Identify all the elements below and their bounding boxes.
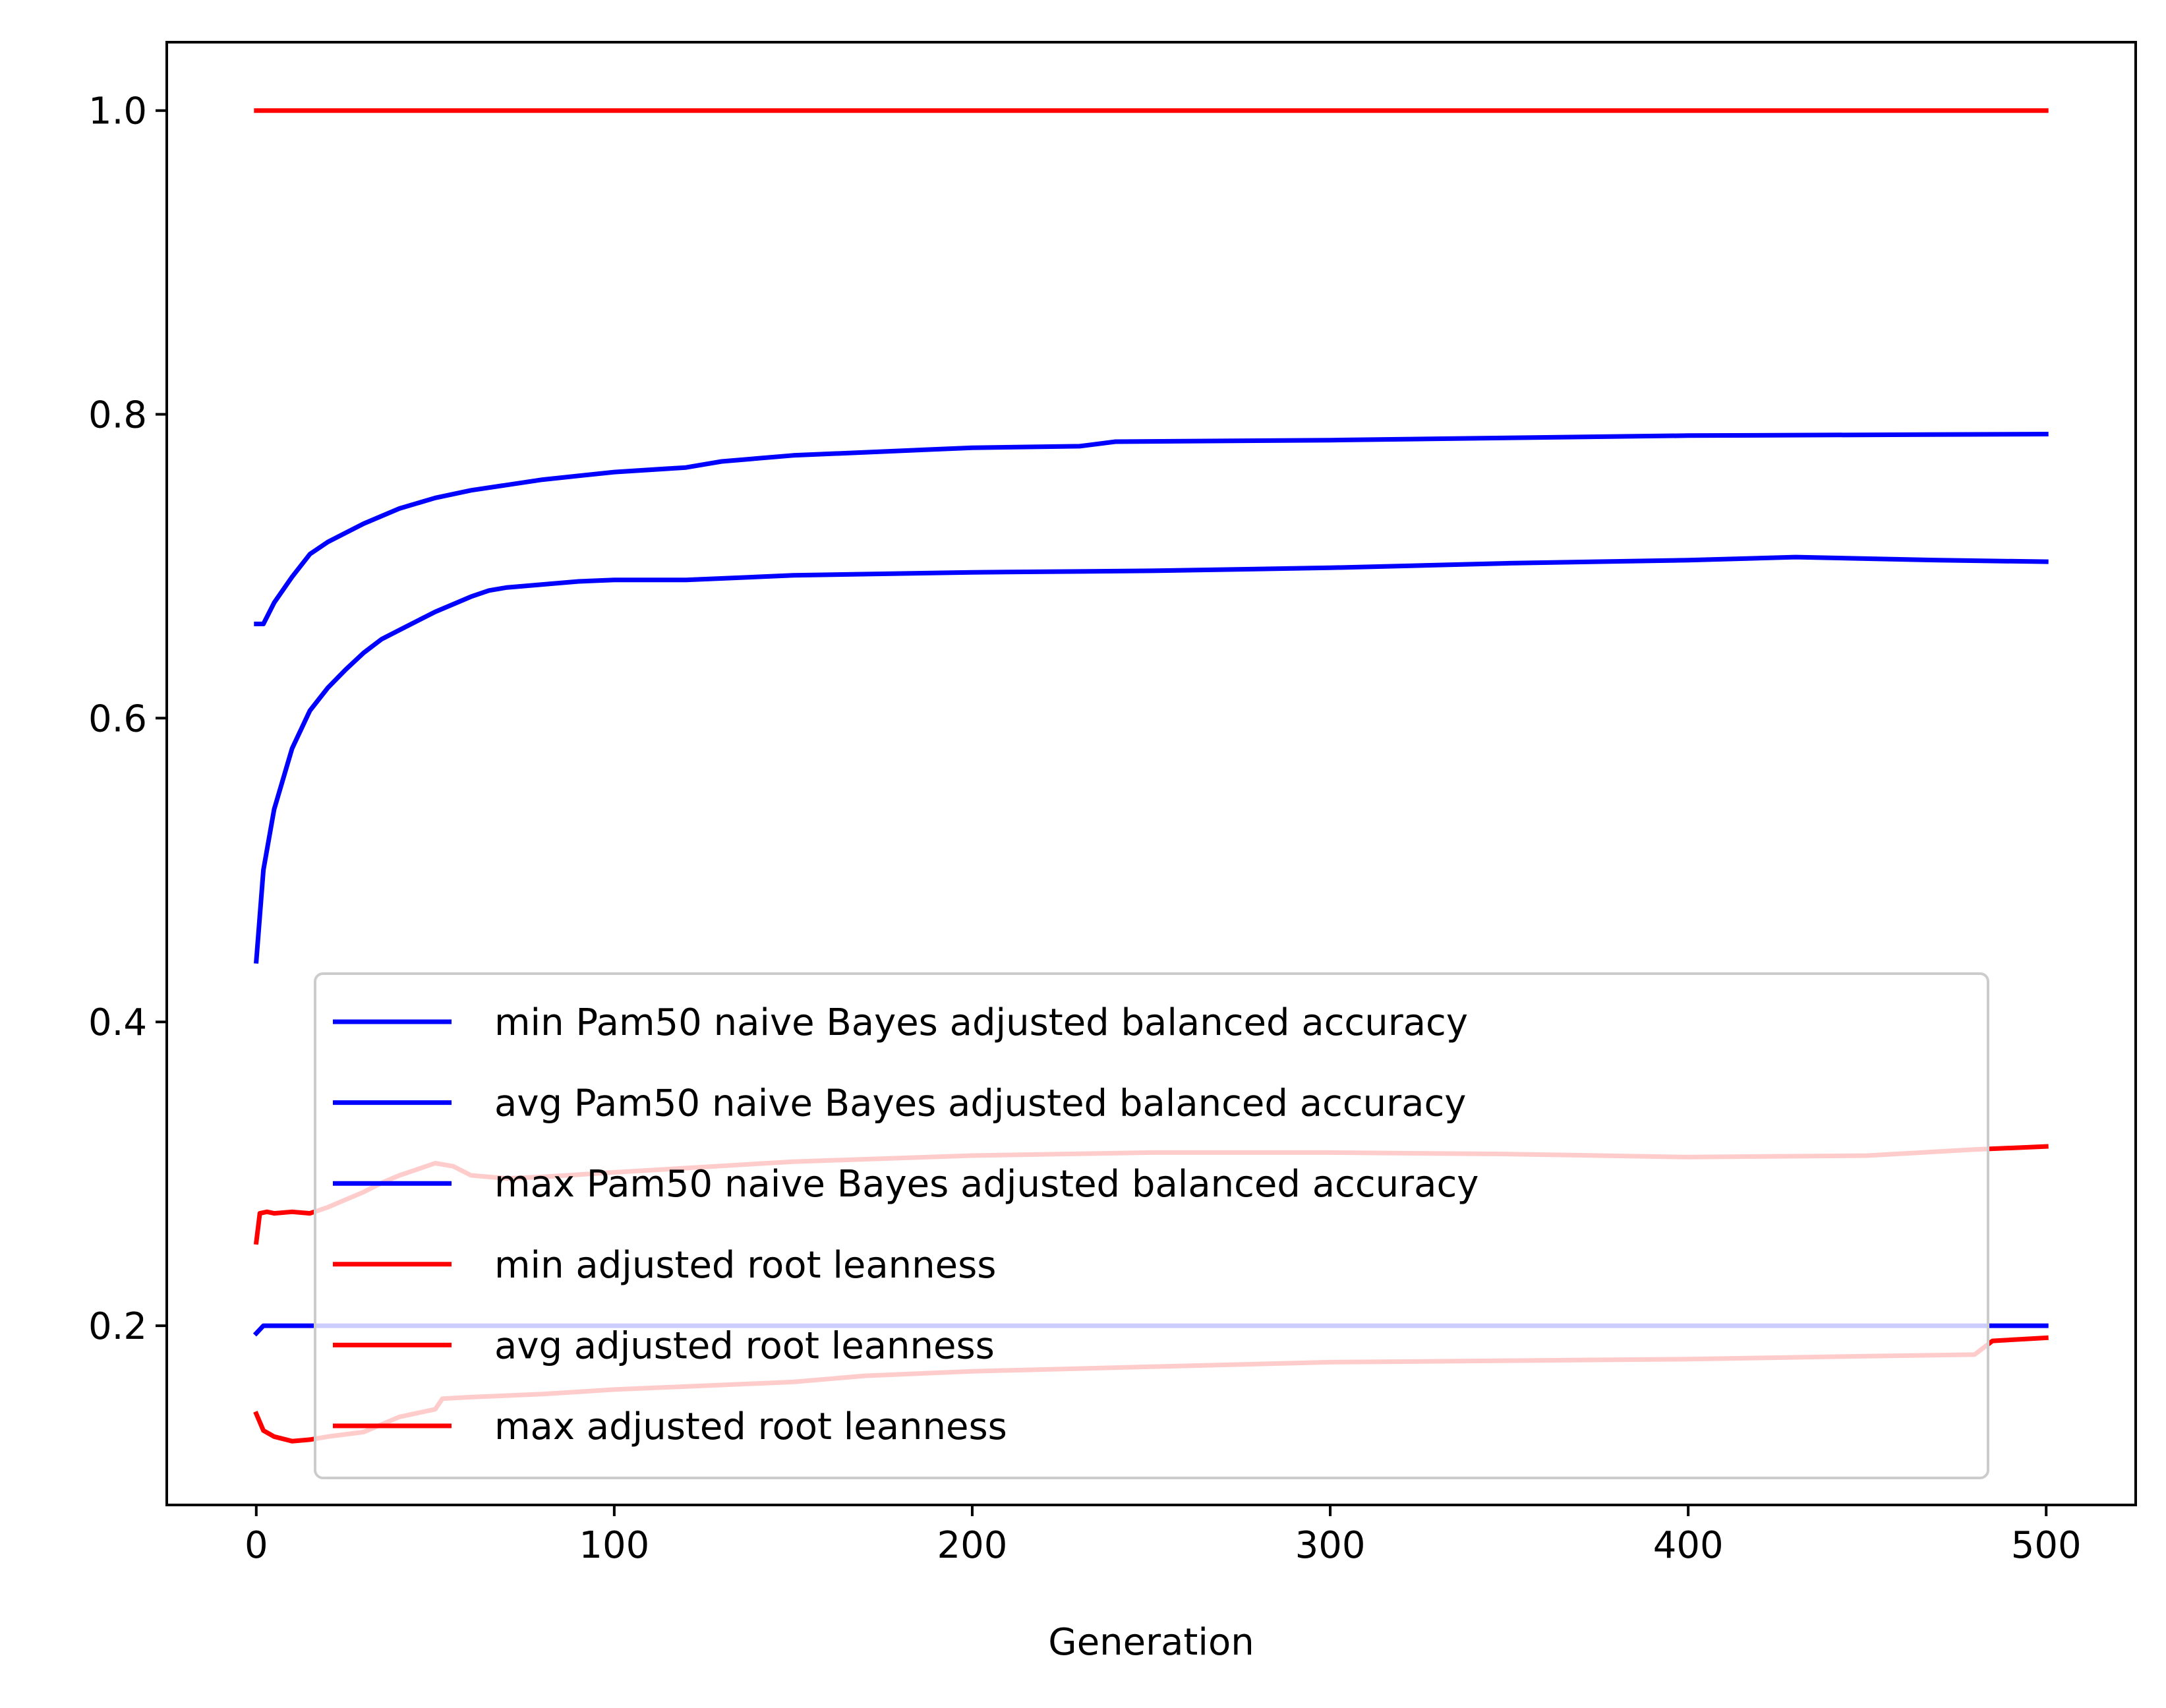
y-tick-label: 0.6 bbox=[88, 697, 147, 740]
legend-label-3: max Pam50 naive Bayes adjusted balanced … bbox=[494, 1163, 1478, 1206]
y-tick-label: 0.8 bbox=[88, 394, 147, 437]
x-tick-label: 300 bbox=[1295, 1524, 1366, 1567]
legend-label-5: avg adjusted root leanness bbox=[494, 1324, 995, 1367]
x-tick-label: 400 bbox=[1653, 1524, 1724, 1567]
legend: min Pam50 naive Bayes adjusted balanced … bbox=[314, 972, 1989, 1479]
legend-label-2: avg Pam50 naive Bayes adjusted balanced … bbox=[494, 1082, 1466, 1125]
y-tick-label: 0.2 bbox=[88, 1305, 147, 1348]
legend-label-6: max adjusted root leanness bbox=[494, 1405, 1007, 1448]
x-tick-label: 200 bbox=[937, 1524, 1008, 1567]
y-tick-label: 0.4 bbox=[88, 1001, 147, 1044]
series-line-3 bbox=[254, 431, 2049, 626]
legend-box bbox=[314, 972, 1989, 1479]
x-tick-label: 0 bbox=[245, 1524, 268, 1567]
legend-label-4: min adjusted root leanness bbox=[494, 1244, 996, 1287]
series-line-2 bbox=[254, 554, 2049, 964]
plot-frame bbox=[165, 41, 2137, 1506]
y-tick-label: 1.0 bbox=[88, 90, 147, 133]
legend-label-1: min Pam50 naive Bayes adjusted balanced … bbox=[494, 1001, 1468, 1044]
axes: 0 100 200 300 400 500 0.2 0.4 0.6 0.8 1.0 Generatio… bbox=[88, 41, 2137, 1664]
x-tick-label: 100 bbox=[579, 1524, 649, 1567]
x-tick-label: 500 bbox=[2011, 1524, 2082, 1567]
x-axis-title: Generation bbox=[1048, 1621, 1254, 1664]
